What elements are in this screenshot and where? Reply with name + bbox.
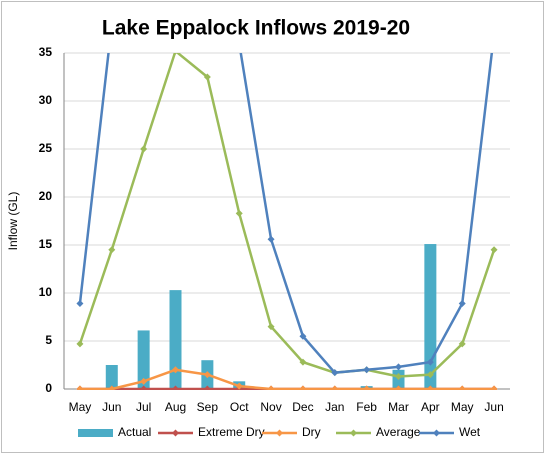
bar [169, 290, 182, 389]
x-tick-label: Jul [136, 400, 151, 414]
legend-marker [433, 429, 440, 437]
y-axis-label: Inflow (GL) [6, 192, 20, 251]
point-marker [299, 332, 307, 340]
bar [137, 330, 150, 389]
x-tick-label: Oct [230, 400, 249, 414]
x-tick-label: May [451, 400, 474, 414]
point-marker [299, 358, 307, 366]
x-tick-label: Aug [165, 400, 186, 414]
point-marker [140, 145, 148, 153]
point-marker [299, 385, 307, 390]
x-tick-label: Jun [102, 400, 121, 414]
point-marker [173, 53, 178, 55]
point-marker [172, 366, 179, 374]
legend-marker [172, 429, 179, 437]
series-line [78, 53, 496, 378]
point-marker [140, 385, 148, 390]
legend-label: Average [376, 425, 421, 439]
legend-label: Extreme Dry [198, 425, 265, 439]
point-marker [76, 340, 84, 348]
legend: Actual Extreme Dry Dry Average Wet [78, 425, 481, 439]
point-marker [490, 246, 498, 254]
point-marker [235, 209, 243, 217]
point-marker [458, 300, 466, 308]
x-tick-label: Apr [421, 400, 440, 414]
x-tick-label: Jun [484, 400, 503, 414]
y-tick-label: 15 [39, 237, 53, 251]
x-tick-label: Nov [260, 400, 281, 414]
legend-marker [276, 429, 283, 437]
point-marker [267, 323, 275, 331]
series-line [79, 368, 495, 390]
legend-swatch [78, 429, 113, 437]
bar [424, 244, 437, 389]
point-marker [363, 385, 371, 390]
x-tick-label: Sep [197, 400, 219, 414]
x-tick-label: Jan [325, 400, 344, 414]
bar [105, 365, 118, 389]
point-marker [140, 377, 148, 385]
point-marker [76, 300, 84, 308]
point-marker [395, 385, 402, 390]
chart-border [1, 1, 544, 453]
y-tick-label: 10 [39, 285, 53, 299]
point-marker [203, 385, 211, 390]
legend-label: Dry [302, 425, 321, 439]
point-marker [426, 385, 434, 390]
point-marker [76, 385, 84, 390]
point-marker [331, 369, 339, 377]
point-marker [267, 235, 275, 243]
legend-label: Wet [459, 425, 481, 439]
point-marker [331, 385, 339, 390]
point-marker [203, 371, 211, 379]
x-tick-label: Mar [388, 400, 409, 414]
point-marker [490, 385, 498, 390]
point-marker [203, 73, 211, 81]
y-tick-label: 5 [45, 333, 52, 347]
y-tick-label: 20 [39, 189, 53, 203]
y-tick-label: 30 [39, 93, 53, 107]
labels: 0 5 10 15 20 25 30 35 May Jun Jul Aug Sep Oct Nov Dec Ja… [39, 45, 504, 414]
point-marker [426, 371, 434, 379]
lines [76, 53, 498, 390]
point-marker [395, 363, 402, 371]
point-marker [458, 385, 466, 390]
chart-title: Lake Eppalock Inflows 2019-20 [102, 17, 410, 40]
x-tick-label: May [69, 400, 92, 414]
legend-marker [350, 429, 357, 437]
point-marker [363, 366, 371, 374]
y-tick-label: 25 [39, 141, 53, 155]
series-line [78, 53, 494, 374]
point-marker [458, 340, 466, 348]
point-marker [172, 385, 179, 390]
point-marker [108, 385, 116, 390]
point-marker [108, 246, 116, 254]
legend-label: Actual [118, 425, 151, 439]
x-tick-label: Feb [356, 400, 377, 414]
point-marker [235, 382, 243, 390]
point-marker [426, 358, 434, 366]
x-tick-label: Dec [292, 400, 313, 414]
y-tick-label: 35 [39, 45, 53, 59]
point-marker [267, 385, 275, 390]
y-tick-label: 0 [45, 381, 52, 395]
point-marker [395, 373, 402, 381]
